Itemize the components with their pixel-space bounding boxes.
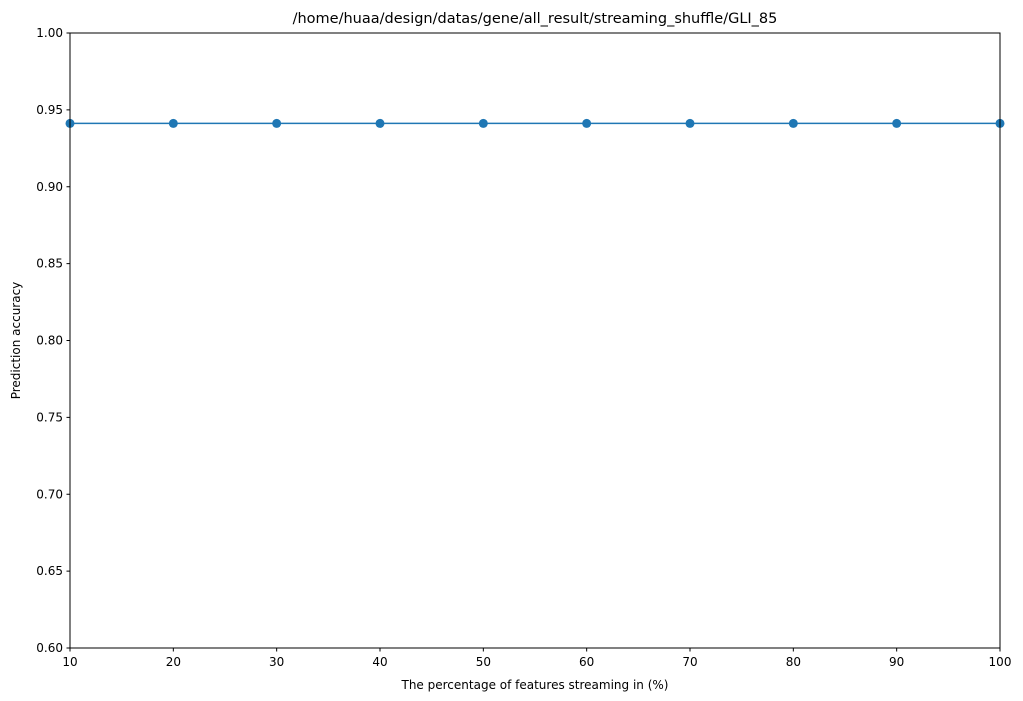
series-layer	[65, 118, 1005, 128]
data-point	[272, 118, 282, 128]
plot-area	[70, 33, 1000, 648]
y-tick-label: 0.70	[36, 487, 63, 501]
x-tick-label: 30	[269, 655, 284, 669]
y-tick-label: 0.65	[36, 564, 63, 578]
x-axis: 10 20 30 40 50 60 70 80 90 100	[62, 648, 1011, 669]
x-tick-label: 40	[372, 655, 387, 669]
y-tick-label: 1.00	[36, 26, 63, 40]
data-point	[892, 118, 902, 128]
y-axis: 0.60 0.65 0.70 0.75 0.80 0.85 0.90 0.95 1.00	[36, 26, 70, 655]
data-point	[685, 118, 695, 128]
data-point	[788, 118, 798, 128]
x-tick-label: 100	[989, 655, 1012, 669]
y-tick-label: 0.80	[36, 334, 63, 348]
y-axis-label: Prediction accuracy	[9, 282, 23, 400]
x-tick-label: 60	[579, 655, 594, 669]
x-tick-label: 50	[476, 655, 491, 669]
y-tick-label: 0.60	[36, 641, 63, 655]
x-tick-label: 10	[62, 655, 77, 669]
plot-frame	[69, 32, 1001, 649]
y-tick-label: 0.75	[36, 410, 63, 424]
x-tick-label: 20	[166, 655, 181, 669]
x-axis-label: The percentage of features streaming in …	[401, 678, 669, 692]
x-tick-label: 80	[786, 655, 801, 669]
y-tick-label: 0.95	[36, 103, 63, 117]
chart-title: /home/huaa/design/datas/gene/all_result/…	[293, 11, 778, 27]
data-point	[478, 118, 488, 128]
y-tick-label: 0.85	[36, 257, 63, 271]
y-tick-label: 0.90	[36, 180, 63, 194]
data-point	[582, 118, 592, 128]
data-point	[375, 118, 385, 128]
x-tick-label: 90	[889, 655, 904, 669]
data-point	[168, 118, 178, 128]
x-tick-label: 70	[682, 655, 697, 669]
